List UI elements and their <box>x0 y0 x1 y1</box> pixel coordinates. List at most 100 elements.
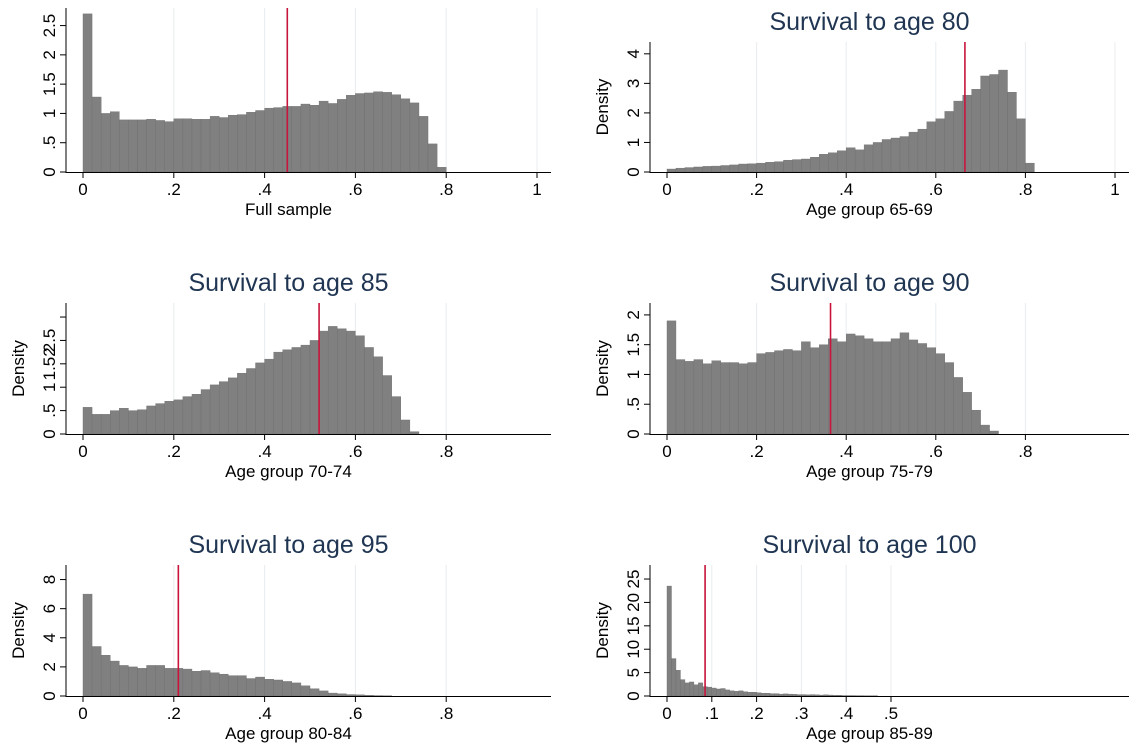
histogram-bar <box>739 364 748 434</box>
histogram-bar <box>228 676 237 696</box>
y-tick-label: 20 <box>624 593 643 612</box>
histogram-bar <box>256 363 265 434</box>
y-tick-label: 0 <box>624 429 643 438</box>
histogram-bar <box>801 159 810 172</box>
panel-title: Survival to age 80 <box>769 8 969 36</box>
histogram-bar <box>165 122 174 172</box>
histogram-bar <box>383 376 392 434</box>
histogram-bar <box>174 119 183 172</box>
histogram-bar <box>855 336 864 434</box>
histogram-bar <box>779 694 783 696</box>
histogram-bar <box>328 326 337 434</box>
histogram-bar <box>775 351 784 434</box>
y-tick-label: .5 <box>40 136 59 150</box>
histogram-bar <box>748 164 757 172</box>
histogram-bar <box>810 157 819 172</box>
histogram-bar <box>963 392 972 434</box>
histogram-bar <box>698 683 702 696</box>
x-tick-label: 0 <box>78 704 87 723</box>
histogram-bar <box>806 695 810 696</box>
histogram-bar <box>864 145 873 172</box>
histogram-bar <box>882 342 891 434</box>
histogram-bar <box>174 400 183 434</box>
x-tick-label: .6 <box>348 704 362 723</box>
histogram-bar <box>137 668 146 696</box>
histogram-bar <box>963 95 972 172</box>
histogram-bar <box>346 95 355 172</box>
histogram-bar <box>210 673 219 696</box>
y-tick-label: 3 <box>624 79 643 88</box>
histogram-bar <box>819 345 828 434</box>
histogram-bar <box>228 378 237 434</box>
y-tick-label: 1.5 <box>624 333 643 357</box>
y-tick-label: 1 <box>624 370 643 379</box>
y-tick-label: 6 <box>40 604 59 613</box>
x-tick-label: .4 <box>839 704 853 723</box>
histogram-bar <box>310 340 319 434</box>
histogram-bar <box>128 120 137 172</box>
histogram-bar <box>156 665 165 696</box>
histogram-bar <box>819 154 828 172</box>
histogram-bar <box>981 425 990 434</box>
histogram-bar <box>228 115 237 172</box>
histogram-bar <box>783 349 792 434</box>
histogram-bar <box>936 119 945 172</box>
x-tick-label: 0 <box>662 180 671 199</box>
histogram-bar <box>824 695 828 696</box>
y-tick-label: 0 <box>624 691 643 700</box>
histogram-bar <box>265 108 274 172</box>
histogram-bar <box>110 661 119 696</box>
panel-title: Survival to age 100 <box>762 531 976 559</box>
histogram-bar <box>292 347 301 434</box>
histogram-bar <box>810 695 814 696</box>
histogram-bar <box>900 137 909 172</box>
histogram-bar <box>383 92 392 172</box>
histogram-bar <box>739 691 743 696</box>
histogram-bar <box>730 691 734 696</box>
histogram-bar <box>990 75 999 173</box>
histogram-bar <box>337 99 346 172</box>
histogram-bar <box>671 659 675 696</box>
histogram-bar <box>237 676 246 696</box>
histogram-bar <box>757 693 761 696</box>
x-tick-label: 0 <box>662 442 671 461</box>
histogram-bar <box>392 95 401 172</box>
histogram-bar <box>828 339 837 434</box>
y-tick-label: 4 <box>624 49 643 58</box>
x-tick-label: .4 <box>258 180 272 199</box>
histogram-bar <box>954 377 963 434</box>
x-tick-label: 0 <box>78 180 87 199</box>
x-tick-label: 0 <box>662 704 671 723</box>
histogram-bar <box>119 408 128 434</box>
histogram-bar <box>147 665 156 696</box>
histogram-bar <box>101 414 110 434</box>
histogram-bar <box>783 160 792 172</box>
histogram-bar <box>110 411 119 434</box>
histogram-bar <box>864 339 873 434</box>
histogram-bar <box>374 357 383 434</box>
x-axis-label: Full sample <box>245 200 332 219</box>
x-axis-label: Age group 70-74 <box>225 462 352 481</box>
histogram-bar <box>972 410 981 434</box>
histogram-bar <box>156 120 165 172</box>
y-tick-label: .5 <box>624 397 643 411</box>
histogram-bar <box>837 695 841 696</box>
x-tick-label: .2 <box>750 442 764 461</box>
histogram-bar <box>792 160 801 172</box>
histogram-bar <box>766 352 775 434</box>
histogram-bar <box>147 119 156 172</box>
histogram-bar <box>873 342 882 434</box>
y-axis-label: Density <box>9 602 28 659</box>
y-tick-label: 2 <box>624 310 643 319</box>
histogram-bar <box>83 594 92 696</box>
x-tick-label: 1 <box>1110 180 1119 199</box>
y-tick-label: 25 <box>624 570 643 589</box>
histogram-bar <box>846 148 855 172</box>
histogram-bar <box>401 99 410 172</box>
histogram-bar <box>833 695 837 696</box>
histogram-bar <box>918 343 927 434</box>
histogram-bar <box>999 70 1008 172</box>
